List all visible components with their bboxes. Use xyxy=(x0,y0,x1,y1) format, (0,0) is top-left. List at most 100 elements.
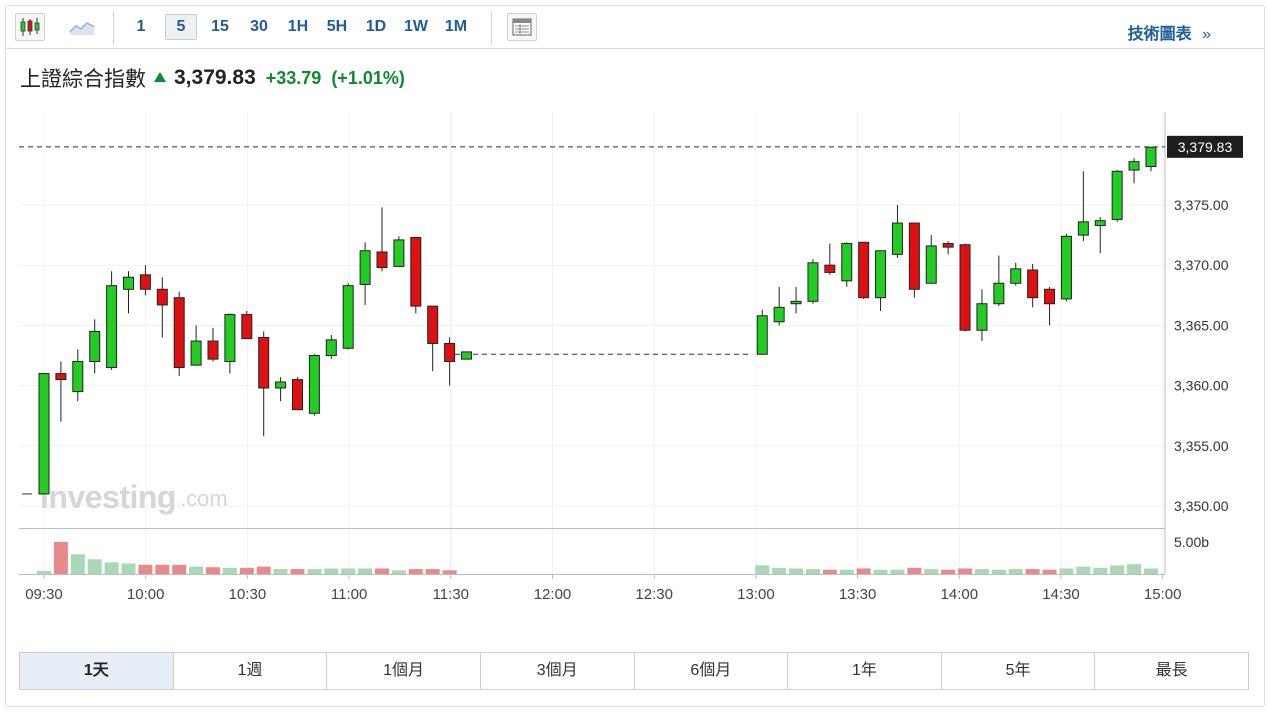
candle-body xyxy=(106,285,118,369)
interval-1h[interactable]: 1H xyxy=(287,18,309,35)
candle-body xyxy=(1044,288,1056,305)
arrow-up-icon xyxy=(154,72,166,82)
volume-bar xyxy=(408,569,423,574)
candle-body xyxy=(1077,221,1089,236)
chart-toolbar: 1 5 15 30 1H 5H 1D 1W 1M 技術圖表 » xyxy=(5,5,1265,49)
range-max[interactable]: 最長 xyxy=(1155,662,1188,679)
candle-body xyxy=(976,303,988,331)
candle-body xyxy=(173,297,185,369)
interval-5h[interactable]: 5H xyxy=(326,18,348,35)
candle-body xyxy=(807,262,819,302)
range-1w[interactable]: 1週 xyxy=(174,653,328,689)
volume-bar xyxy=(789,568,804,574)
interval-30[interactable]: 30 xyxy=(250,18,268,35)
volume-bar xyxy=(189,566,204,574)
volume-bar xyxy=(907,567,922,574)
volume-bar xyxy=(1076,566,1091,574)
interval-15[interactable]: 15 xyxy=(211,18,229,35)
candle-body xyxy=(1111,170,1123,220)
volume-bar xyxy=(206,567,220,574)
volume-bar xyxy=(375,568,389,574)
toolbar-separator xyxy=(113,11,114,45)
volume-bar xyxy=(442,570,457,574)
candle-body xyxy=(875,250,887,299)
candle-body xyxy=(461,351,472,360)
volume-bar xyxy=(772,567,787,574)
volume-bar xyxy=(1093,567,1108,574)
candle-body xyxy=(275,381,287,389)
volume-bar xyxy=(890,569,905,574)
candle-body xyxy=(858,241,870,299)
candle-body xyxy=(993,282,1005,305)
volume-bar xyxy=(974,569,989,574)
time-tick-label: 14:00 xyxy=(941,586,979,603)
candle-body xyxy=(224,314,236,363)
time-tick-label: 14:30 xyxy=(1042,586,1080,603)
interval-1[interactable]: 1 xyxy=(136,18,146,35)
volume-bar xyxy=(958,568,973,574)
volume-bar xyxy=(822,569,837,574)
candle-body xyxy=(824,264,836,273)
range-selector: 1天 1週 1個月 3個月 6個月 1年 5年 最長 xyxy=(19,652,1249,690)
candle-body xyxy=(325,339,337,356)
volume-bar xyxy=(1059,568,1074,574)
price-change: +33.79 xyxy=(265,67,322,88)
time-tick-label: 10:00 xyxy=(127,586,165,603)
table-view-icon[interactable] xyxy=(507,13,537,41)
candle-body xyxy=(393,239,405,267)
candle-body xyxy=(308,355,320,414)
range-3m[interactable]: 3個月 xyxy=(481,653,635,689)
range-1d[interactable]: 1天 xyxy=(20,653,174,689)
time-tick-label: 12:30 xyxy=(635,586,673,603)
candle-body xyxy=(1094,220,1106,226)
price-tick-label: 3,365.00 xyxy=(1174,317,1229,333)
interval-1m[interactable]: 1M xyxy=(444,18,468,35)
price-chart[interactable]: Investing .com 3,350.00 3,355.00 3,360.00 3,3… xyxy=(0,0,1270,640)
time-tick-label: 10:30 xyxy=(229,586,267,603)
volume-bar xyxy=(87,559,102,574)
volume-bar xyxy=(172,564,187,574)
volume-bar xyxy=(839,569,854,574)
candle-body xyxy=(756,315,768,355)
candle-body xyxy=(891,222,903,255)
candle-body xyxy=(925,245,937,284)
volume-bar xyxy=(425,569,440,574)
candle-body xyxy=(72,361,84,393)
volume-bar xyxy=(358,568,373,574)
volume-bar xyxy=(1025,569,1040,574)
candle-body xyxy=(1027,269,1039,299)
time-tick-label: 09:30 xyxy=(25,586,63,603)
line-chart-icon[interactable] xyxy=(67,13,97,41)
candle-body xyxy=(790,300,802,305)
candle-body xyxy=(139,274,151,290)
candle-body xyxy=(156,288,168,306)
interval-1w[interactable]: 1W xyxy=(404,18,428,35)
current-price-label: 3,379.83 xyxy=(1178,139,1233,155)
candle-body xyxy=(376,251,388,269)
volume-bar xyxy=(121,563,136,574)
interval-5[interactable]: 5 xyxy=(165,14,197,40)
range-6m[interactable]: 6個月 xyxy=(635,653,789,689)
volume-bar xyxy=(290,569,305,574)
time-tick-label: 11:00 xyxy=(331,586,367,603)
range-5y[interactable]: 5年 xyxy=(942,653,1096,689)
candle-body xyxy=(123,276,134,290)
interval-1d[interactable]: 1D xyxy=(365,18,387,35)
volume-bar xyxy=(324,568,339,574)
candle-body xyxy=(1010,268,1022,284)
volume-bar xyxy=(1042,569,1057,574)
range-1y[interactable]: 1年 xyxy=(788,653,942,689)
tech-chart-link[interactable]: 技術圖表 » xyxy=(1128,20,1211,44)
volume-bar xyxy=(873,569,888,574)
candle-body xyxy=(908,222,920,290)
time-tick-label: 13:30 xyxy=(839,586,877,603)
candle-body xyxy=(89,330,101,363)
price-change-percent: (+1.01%) xyxy=(331,67,405,88)
candle-body xyxy=(342,285,354,349)
candlestick-icon[interactable] xyxy=(15,13,45,41)
time-tick-label: 11:30 xyxy=(433,586,469,603)
candle-body xyxy=(1128,161,1140,171)
volume-bar xyxy=(1143,568,1158,574)
range-1m[interactable]: 1個月 xyxy=(327,653,481,689)
watermark-logo-suffix: .com xyxy=(180,486,228,511)
